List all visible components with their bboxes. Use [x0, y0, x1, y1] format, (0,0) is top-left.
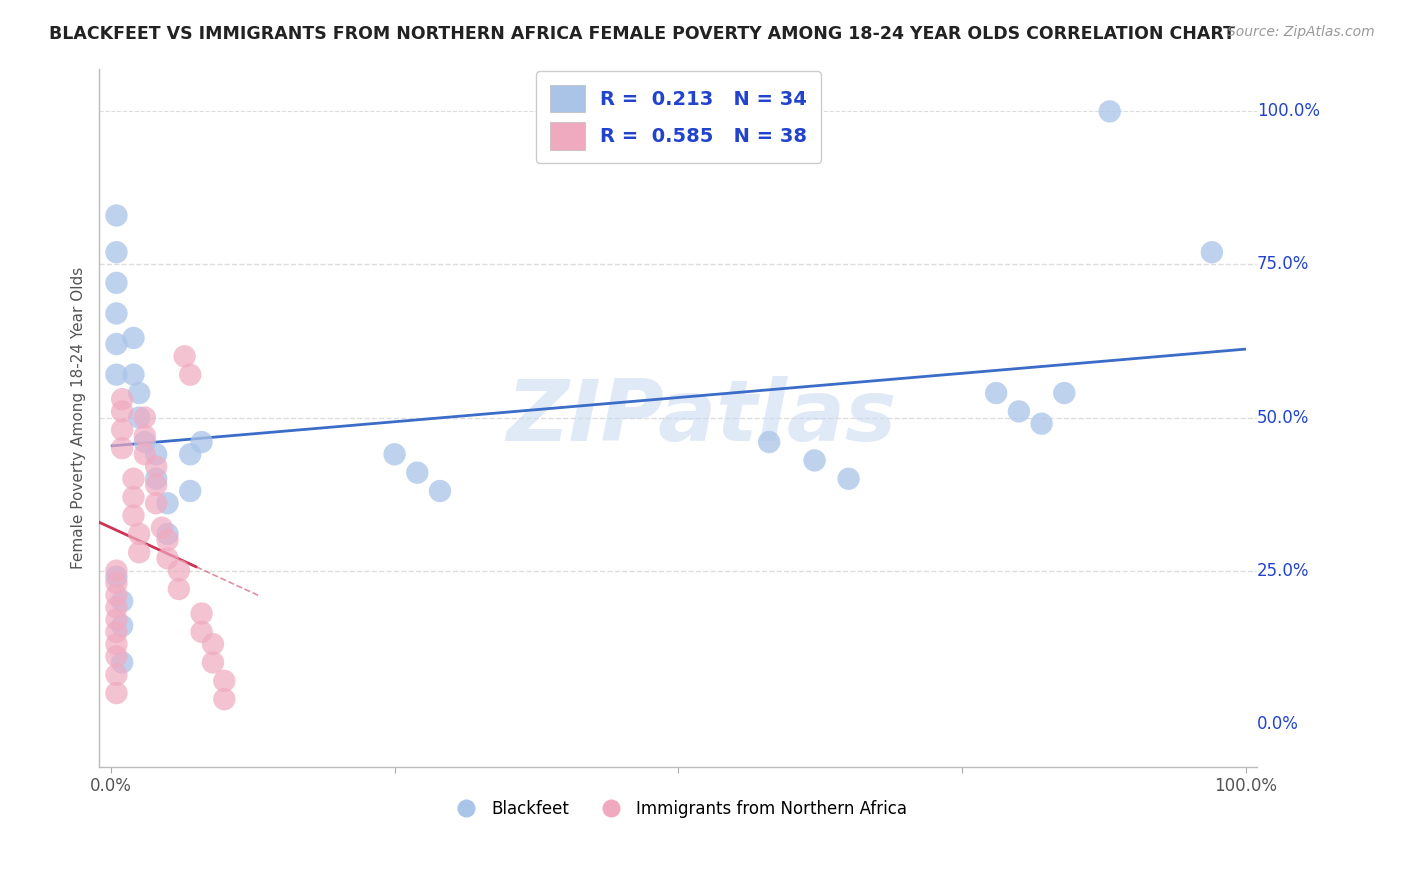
Point: [134, 435, 156, 450]
Point: [190, 435, 212, 450]
Point: [179, 447, 201, 461]
Point: [105, 276, 128, 290]
Text: BLACKFEET VS IMMIGRANTS FROM NORTHERN AFRICA FEMALE POVERTY AMONG 18-24 YEAR OLD: BLACKFEET VS IMMIGRANTS FROM NORTHERN AF…: [49, 25, 1236, 43]
Point: [150, 521, 173, 535]
Point: [128, 545, 150, 559]
Point: [105, 667, 128, 681]
Point: [1008, 404, 1031, 418]
Point: [179, 483, 201, 498]
Text: ZIPatlas: ZIPatlas: [506, 376, 897, 459]
Point: [201, 637, 224, 651]
Point: [105, 613, 128, 627]
Point: [145, 447, 167, 461]
Point: [111, 656, 134, 670]
Point: [105, 368, 128, 382]
Point: [111, 594, 134, 608]
Point: [201, 656, 224, 670]
Point: [429, 483, 451, 498]
Point: [111, 404, 134, 418]
Point: [1098, 104, 1121, 119]
Point: [134, 410, 156, 425]
Point: [122, 368, 145, 382]
Point: [1201, 245, 1223, 260]
Point: [105, 649, 128, 664]
Point: [128, 386, 150, 401]
Point: [1031, 417, 1053, 431]
Point: [156, 527, 179, 541]
Point: [128, 410, 150, 425]
Point: [105, 337, 128, 351]
Text: 75.0%: 75.0%: [1257, 255, 1309, 274]
Point: [803, 453, 825, 467]
Point: [145, 496, 167, 510]
Point: [986, 386, 1008, 401]
Point: [105, 209, 128, 223]
Point: [122, 490, 145, 504]
Point: [122, 331, 145, 345]
Text: 50.0%: 50.0%: [1257, 409, 1309, 426]
Point: [105, 624, 128, 639]
Point: [156, 496, 179, 510]
Point: [384, 447, 406, 461]
Point: [105, 570, 128, 584]
Point: [134, 447, 156, 461]
Point: [145, 478, 167, 492]
Y-axis label: Female Poverty Among 18-24 Year Olds: Female Poverty Among 18-24 Year Olds: [72, 267, 86, 569]
Point: [1053, 386, 1076, 401]
Point: [167, 582, 190, 596]
Legend: Blackfeet, Immigrants from Northern Africa: Blackfeet, Immigrants from Northern Afri…: [443, 793, 914, 824]
Point: [173, 349, 195, 363]
Point: [214, 692, 236, 706]
Point: [156, 551, 179, 566]
Point: [214, 673, 236, 688]
Point: [105, 245, 128, 260]
Point: [179, 368, 201, 382]
Point: [122, 472, 145, 486]
Point: [105, 588, 128, 602]
Point: [128, 527, 150, 541]
Point: [105, 306, 128, 320]
Point: [105, 686, 128, 700]
Point: [105, 575, 128, 590]
Point: [838, 472, 860, 486]
Point: [190, 624, 212, 639]
Point: [145, 459, 167, 474]
Point: [111, 441, 134, 455]
Text: 0.0%: 0.0%: [1257, 714, 1299, 732]
Point: [105, 600, 128, 615]
Point: [111, 423, 134, 437]
Point: [105, 564, 128, 578]
Point: [134, 429, 156, 443]
Text: 25.0%: 25.0%: [1257, 562, 1309, 580]
Point: [122, 508, 145, 523]
Point: [111, 392, 134, 407]
Text: 100.0%: 100.0%: [1257, 103, 1320, 120]
Point: [111, 618, 134, 632]
Point: [105, 637, 128, 651]
Point: [758, 435, 780, 450]
Point: [156, 533, 179, 547]
Text: Source: ZipAtlas.com: Source: ZipAtlas.com: [1227, 25, 1375, 39]
Point: [190, 607, 212, 621]
Point: [167, 564, 190, 578]
Point: [145, 472, 167, 486]
Point: [406, 466, 429, 480]
